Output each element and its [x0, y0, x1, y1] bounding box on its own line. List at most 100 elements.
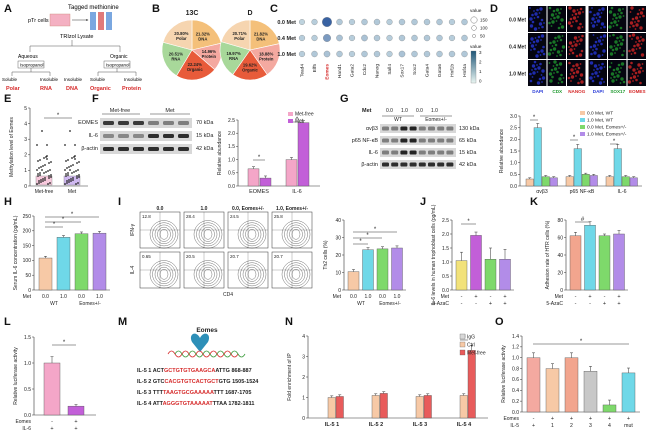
data-point: [50, 174, 52, 176]
panel-f-tick-label: 1.0: [228, 157, 235, 163]
if-cell-signal: [619, 42, 624, 46]
if-cell-signal: [551, 75, 554, 79]
if-cell-signal: [578, 53, 583, 57]
dotplot-dot: [436, 18, 443, 26]
if-cell-signal: [535, 39, 540, 43]
panel-h-tick-label: 0: [28, 288, 31, 294]
if-cell-signal: [591, 24, 596, 28]
if-cell-signal: [536, 15, 540, 19]
if-cell-signal: [552, 9, 556, 13]
if-cell-signal: [552, 52, 554, 54]
data-point: [64, 169, 66, 171]
treatment-sign: +: [603, 301, 606, 307]
met-row-label: Met: [23, 294, 32, 300]
pie-slice-label: 22.24%: [188, 62, 202, 67]
panel-e-tick-label: 2: [24, 153, 27, 159]
bar: [56, 237, 71, 291]
ptr-cells-label: pTr cells: [28, 18, 49, 24]
bar: [74, 233, 89, 291]
blot-band: [418, 138, 426, 143]
panelJ-tick-label: 0.5: [442, 274, 449, 280]
data-point: [66, 180, 68, 182]
legend-label: Met: [295, 119, 304, 125]
panel-l-tick-label: 0.5: [24, 387, 31, 393]
treatment-sign: -: [490, 294, 492, 300]
blot-band: [148, 147, 159, 151]
flow-quadrant-value: 20.7: [274, 254, 283, 259]
x-group-label: WT: [357, 301, 365, 307]
if-cell-signal: [557, 82, 560, 84]
dotplot-dot: [461, 50, 468, 58]
blot-group-label: Eomes+/-: [425, 117, 447, 123]
if-cell-signal: [610, 21, 613, 25]
dotplot-dot: [298, 34, 306, 42]
data-point: [65, 175, 67, 177]
bar: [470, 235, 482, 291]
if-cell-signal: [602, 34, 607, 38]
panel-letter-i: I: [118, 196, 121, 208]
panelJ-tick-label: 1.0: [442, 260, 449, 266]
if-cell-signal: [627, 80, 632, 84]
if-cell-signal: [575, 70, 580, 74]
if-cell-signal: [602, 49, 606, 53]
met-value: 0.0: [386, 108, 393, 114]
legend-label: IgG: [467, 335, 475, 341]
panel-i-tick-label: 10: [335, 270, 341, 276]
if-cell-signal: [641, 7, 645, 11]
if-cell-signal: [591, 17, 595, 21]
bar: [533, 127, 542, 187]
if-cell-signal: [548, 6, 552, 10]
if-cell-signal: [635, 78, 638, 82]
flow-contour: [196, 262, 220, 287]
pie-slice-sublabel: Organic: [242, 67, 258, 72]
if-cell-signal: [615, 16, 618, 20]
flow-contour: [237, 220, 267, 249]
dotplot-dot: [411, 50, 418, 58]
blot-band-size: 42 kDa: [196, 146, 214, 152]
dotplot-dot: [348, 18, 356, 26]
if-cell-signal: [590, 22, 593, 24]
if-cell-signal: [531, 13, 534, 17]
panel-i-tick-label: 40: [335, 218, 341, 224]
dotplot-gene-label: Eomes: [325, 64, 331, 80]
flow-col-title: 0.0: [157, 206, 164, 212]
if-cell-signal: [609, 45, 613, 49]
treatment-sign: +: [74, 426, 77, 432]
if-cell-signal: [617, 8, 622, 12]
data-point: [65, 160, 67, 162]
pie-title: 13C: [186, 10, 199, 17]
data-point: [44, 177, 46, 179]
if-cell-signal: [530, 49, 532, 51]
data-point: [38, 180, 40, 182]
blot-membrane: [380, 124, 456, 133]
if-cell-signal: [531, 76, 534, 78]
if-cell-signal: [557, 35, 561, 39]
if-cell-signal: [540, 39, 542, 41]
data-point: [45, 171, 47, 173]
if-cell-signal: [632, 80, 634, 82]
if-cell-signal: [575, 75, 577, 77]
panel-o-tick-label: 0.2: [512, 399, 519, 405]
dotplot-dot: [361, 50, 368, 58]
if-cell-signal: [590, 52, 593, 56]
if-cell-signal: [631, 38, 633, 40]
if-cell-signal: [634, 28, 637, 30]
met-value: 0.0: [379, 294, 386, 300]
treatment-sign: +: [474, 294, 477, 300]
size-legend-dot: [470, 16, 478, 24]
if-cell-signal: [599, 35, 603, 39]
motif-prefix: GTC: [153, 379, 165, 385]
data-point: [36, 169, 38, 171]
if-cell-signal: [641, 63, 644, 65]
if-cell-signal: [642, 70, 644, 72]
if-cell-signal: [538, 12, 541, 14]
significance-mark: *: [63, 340, 66, 346]
if-cell-signal: [621, 38, 625, 42]
if-cell-signal: [550, 13, 555, 17]
blot-membrane: [380, 160, 456, 169]
if-cell-signal: [635, 23, 639, 27]
tube-icon: [98, 12, 104, 30]
if-cell-signal: [596, 12, 600, 16]
if-cell-signal: [600, 22, 605, 26]
if-cell-signal: [580, 80, 584, 84]
